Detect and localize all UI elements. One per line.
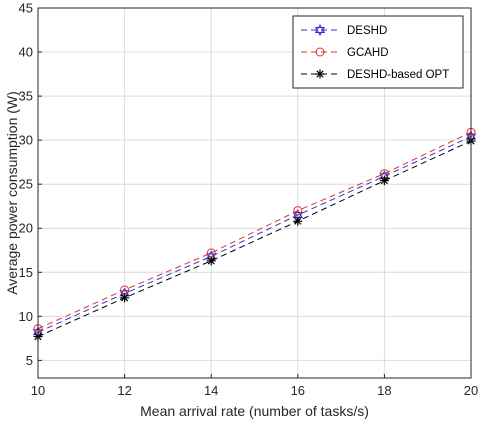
x-tick-label: 16	[291, 383, 305, 398]
y-tick-label: 30	[19, 133, 33, 148]
series-line-gcahd	[37, 131, 472, 330]
y-tick-label: 40	[19, 45, 33, 60]
y-axis-title: Average power consumption (W)	[4, 91, 20, 295]
legend-marker-deshd-based-opt	[315, 69, 325, 79]
x-tick-label: 14	[204, 383, 218, 398]
legend-marker-deshd	[314, 23, 326, 37]
legend: DESHD GCAHD DESHD-based OPT	[292, 15, 464, 89]
legend-label-gcahd: GCAHD	[347, 47, 389, 59]
legend-label-deshd: DESHD	[347, 25, 387, 37]
y-tick-label: 15	[19, 265, 33, 280]
y-tick-label: 35	[19, 89, 33, 104]
y-tick-label: 45	[19, 1, 33, 16]
data-point-deshd-based-opt	[206, 256, 216, 266]
ticks: 10 12 14 16 18 20 5 10 15 20 25 30 35 40 45	[19, 1, 479, 399]
y-tick-label: 5	[26, 353, 33, 368]
data-point-deshd-based-opt	[120, 293, 130, 303]
legend-marker-gcahd	[315, 47, 325, 57]
series-line-deshd	[37, 136, 472, 333]
x-axis-title: Mean arrival rate (number of tasks/s)	[140, 403, 369, 419]
x-tick-label: 18	[377, 383, 391, 398]
x-tick-label: 12	[117, 383, 131, 398]
x-tick-label: 20	[464, 383, 478, 398]
data-point-gcahd	[293, 206, 303, 216]
data-point-deshd-based-opt	[293, 216, 303, 226]
plot-frame	[37, 7, 472, 379]
data-point-deshd-based-opt	[379, 176, 389, 186]
series-line-deshd-based-opt	[37, 140, 472, 338]
y-tick-label: 25	[19, 177, 33, 192]
y-tick-label: 10	[19, 309, 33, 324]
legend-label-deshd-based-opt: DESHD-based OPT	[347, 69, 449, 81]
x-tick-label: 10	[31, 383, 45, 398]
y-tick-label: 20	[19, 221, 33, 236]
